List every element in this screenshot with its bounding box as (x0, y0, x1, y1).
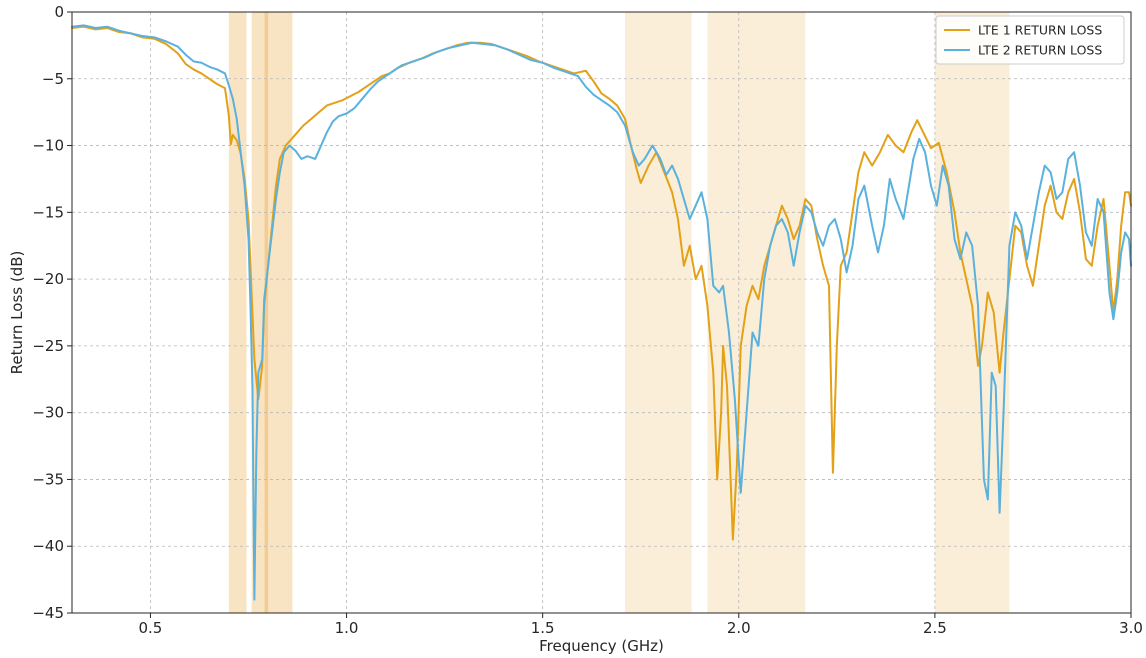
shaded-bands (228, 12, 1010, 613)
legend-label-lte1: LTE 1 RETURN LOSS (978, 23, 1102, 38)
y-tick-label-9: −45 (32, 604, 64, 622)
x-axis-label: Frequency (GHz) (539, 637, 664, 655)
series-line-1 (71, 25, 1132, 541)
y-tick-label-8: −40 (32, 537, 64, 555)
plot-frame (71, 11, 1132, 614)
y-tick-label-5: −25 (32, 337, 64, 355)
y-tick-label-1: −5 (42, 70, 64, 88)
shaded-band-0 (228, 12, 247, 613)
x-tick-label-3: 2.0 (727, 619, 751, 637)
shaded-band-4 (707, 12, 806, 613)
y-axis-label: Return Loss (dB) (8, 251, 26, 375)
series-line-2 (71, 24, 1132, 601)
y-tick-label-2: −10 (32, 137, 64, 155)
x-axis-ticks: 0.5 1.0 1.5 2.0 2.5 3.0 (139, 613, 1143, 637)
legend-box (935, 15, 1125, 65)
legend-label-lte2: LTE 2 RETURN LOSS (978, 43, 1102, 58)
y-tick-label-6: −30 (32, 404, 64, 422)
shaded-band-2 (264, 12, 269, 613)
y-tick-label-4: −20 (32, 270, 64, 288)
shaded-band-1 (251, 12, 293, 613)
x-tick-label-0: 0.5 (139, 619, 163, 637)
x-tick-label-1: 1.0 (335, 619, 359, 637)
legend: LTE 1 RETURN LOSS LTE 2 RETURN LOSS (935, 15, 1125, 65)
series-lines (71, 24, 1132, 601)
y-tick-label-3: −15 (32, 203, 64, 221)
y-axis-ticks: 0 −5 −10 −15 −20 −25 −30 −35 −40 −45 (32, 3, 72, 622)
x-tick-label-2: 1.5 (531, 619, 555, 637)
y-tick-label-7: −35 (32, 470, 64, 488)
y-tick-label-0: 0 (54, 3, 64, 21)
x-tick-label-5: 3.0 (1119, 619, 1143, 637)
shaded-band-3 (625, 12, 692, 613)
x-tick-label-4: 2.5 (923, 619, 947, 637)
